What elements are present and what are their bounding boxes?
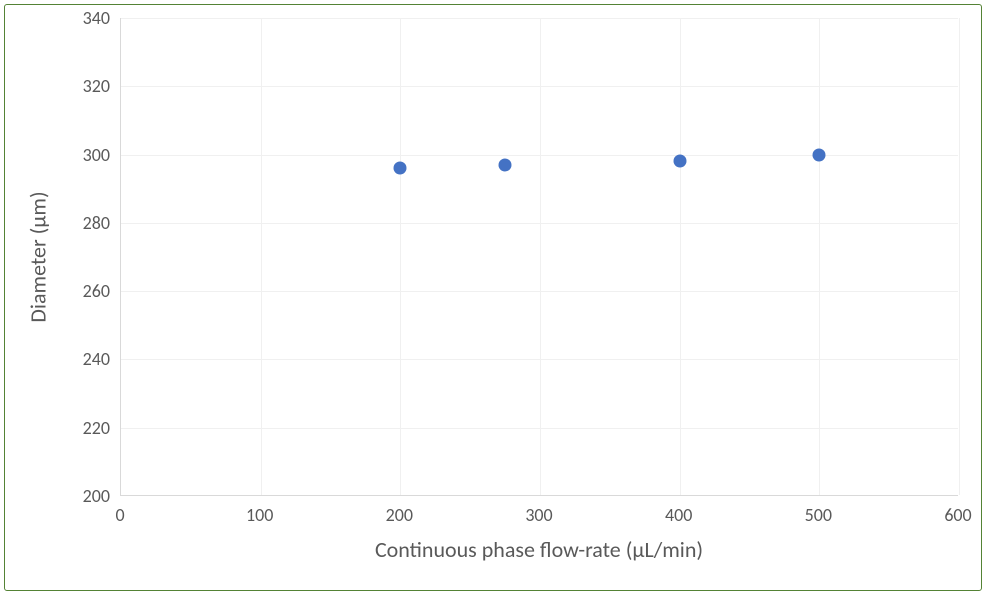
y-axis-title: Diameter (μm): [25, 191, 52, 322]
x-axis-title: Continuous phase flow-rate (μL/min): [375, 536, 703, 563]
data-point: [813, 148, 826, 161]
y-tick-label: 300: [83, 144, 110, 166]
x-tick-label: 200: [386, 504, 413, 526]
gridline-vertical: [680, 18, 681, 495]
y-tick-label: 240: [83, 348, 110, 370]
x-tick-label: 500: [805, 504, 832, 526]
y-tick-label: 260: [83, 280, 110, 302]
gridline-vertical: [959, 18, 960, 495]
y-tick-label: 320: [83, 75, 110, 97]
gridline-vertical: [261, 18, 262, 495]
y-tick-label: 200: [83, 485, 110, 507]
data-point: [394, 162, 407, 175]
y-tick-label: 280: [83, 212, 110, 234]
x-tick-label: 0: [115, 504, 124, 526]
y-tick-label: 340: [83, 7, 110, 29]
data-point: [673, 155, 686, 168]
x-tick-label: 100: [246, 504, 273, 526]
gridline-vertical: [819, 18, 820, 495]
data-point: [499, 158, 512, 171]
y-tick-label: 220: [83, 417, 110, 439]
gridline-vertical: [400, 18, 401, 495]
chart-container: Diameter (μm) Continuous phase flow-rate…: [0, 0, 986, 595]
gridline-vertical: [540, 18, 541, 495]
plot-area: [120, 18, 958, 496]
x-tick-label: 300: [525, 504, 552, 526]
x-tick-label: 600: [944, 504, 971, 526]
x-tick-label: 400: [665, 504, 692, 526]
